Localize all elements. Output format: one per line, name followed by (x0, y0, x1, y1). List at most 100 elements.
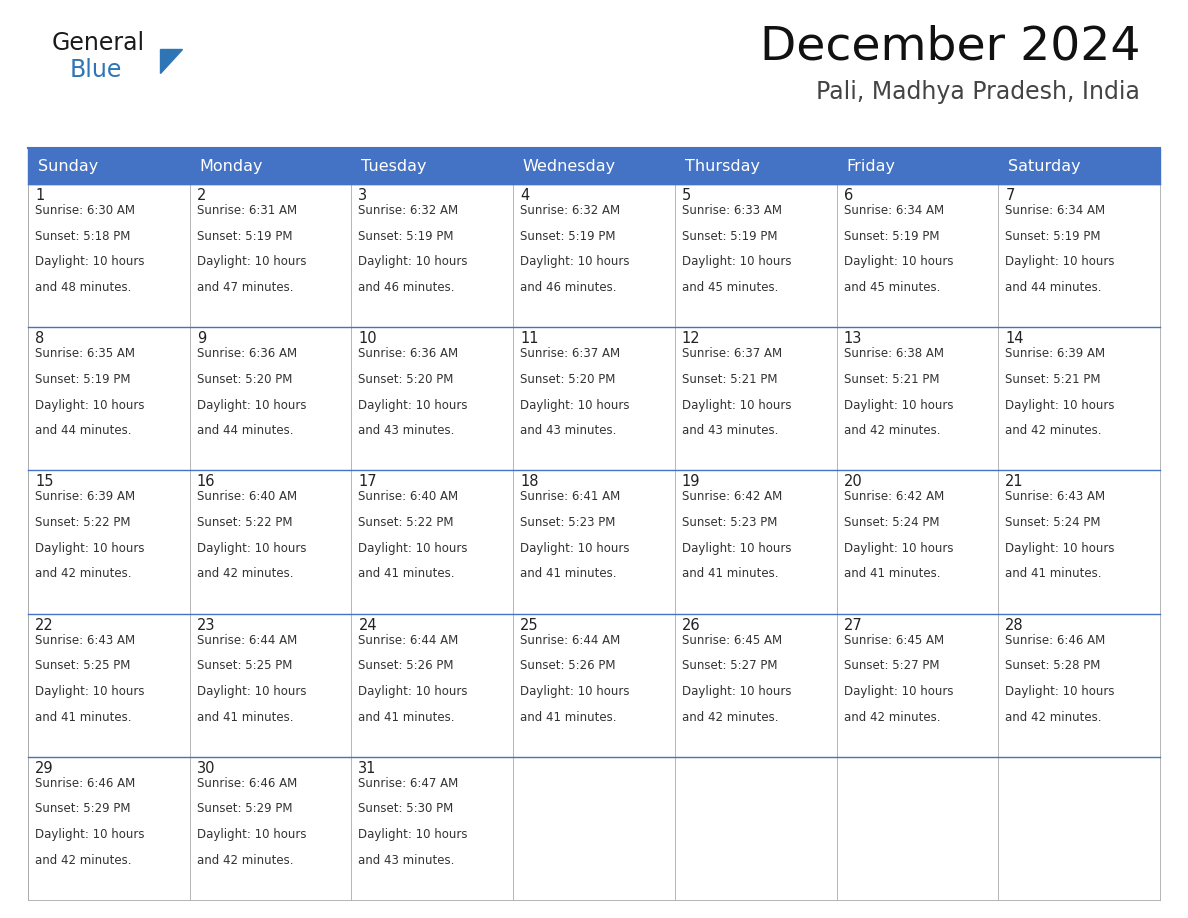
Text: 4: 4 (520, 188, 530, 203)
Text: and 42 minutes.: and 42 minutes. (1005, 711, 1101, 723)
Text: and 43 minutes.: and 43 minutes. (682, 424, 778, 437)
Text: and 42 minutes.: and 42 minutes. (1005, 424, 1101, 437)
Text: and 41 minutes.: and 41 minutes. (197, 711, 293, 723)
Bar (190, 148, 352, 184)
Text: Sunset: 5:29 PM: Sunset: 5:29 PM (34, 802, 131, 815)
Text: Sunrise: 6:36 AM: Sunrise: 6:36 AM (359, 347, 459, 360)
Text: Daylight: 10 hours: Daylight: 10 hours (197, 542, 307, 554)
Text: 22: 22 (34, 618, 53, 633)
Text: Daylight: 10 hours: Daylight: 10 hours (359, 828, 468, 841)
Text: Daylight: 10 hours: Daylight: 10 hours (359, 685, 468, 698)
Text: Sunrise: 6:34 AM: Sunrise: 6:34 AM (843, 204, 943, 217)
Text: Sunset: 5:27 PM: Sunset: 5:27 PM (843, 659, 939, 672)
Bar (29, 148, 190, 184)
Text: and 41 minutes.: and 41 minutes. (520, 711, 617, 723)
Text: and 42 minutes.: and 42 minutes. (197, 854, 293, 867)
Text: Sunrise: 6:37 AM: Sunrise: 6:37 AM (520, 347, 620, 360)
Text: Sunrise: 6:33 AM: Sunrise: 6:33 AM (682, 204, 782, 217)
Text: and 46 minutes.: and 46 minutes. (520, 281, 617, 294)
Text: Sunset: 5:20 PM: Sunset: 5:20 PM (520, 373, 615, 386)
Text: 2: 2 (197, 188, 206, 203)
Text: Sunset: 5:22 PM: Sunset: 5:22 PM (34, 516, 131, 529)
Text: 3: 3 (359, 188, 367, 203)
Text: Daylight: 10 hours: Daylight: 10 hours (1005, 542, 1114, 554)
Text: Sunrise: 6:44 AM: Sunrise: 6:44 AM (197, 633, 297, 646)
Text: Sunset: 5:19 PM: Sunset: 5:19 PM (359, 230, 454, 242)
Text: Daylight: 10 hours: Daylight: 10 hours (359, 542, 468, 554)
Text: Sunset: 5:19 PM: Sunset: 5:19 PM (1005, 230, 1101, 242)
Text: and 42 minutes.: and 42 minutes. (34, 854, 132, 867)
Text: Sunset: 5:22 PM: Sunset: 5:22 PM (359, 516, 454, 529)
Text: Sunrise: 6:32 AM: Sunrise: 6:32 AM (520, 204, 620, 217)
Text: and 41 minutes.: and 41 minutes. (520, 567, 617, 580)
Text: Sunrise: 6:32 AM: Sunrise: 6:32 AM (359, 204, 459, 217)
Text: and 44 minutes.: and 44 minutes. (197, 424, 293, 437)
Text: Sunrise: 6:34 AM: Sunrise: 6:34 AM (1005, 204, 1105, 217)
Text: Sunset: 5:21 PM: Sunset: 5:21 PM (1005, 373, 1101, 386)
Text: Daylight: 10 hours: Daylight: 10 hours (1005, 398, 1114, 411)
Text: Daylight: 10 hours: Daylight: 10 hours (843, 398, 953, 411)
Text: Sunrise: 6:44 AM: Sunrise: 6:44 AM (359, 633, 459, 646)
Bar (29, 148, 1159, 184)
Text: Daylight: 10 hours: Daylight: 10 hours (682, 685, 791, 698)
Text: and 41 minutes.: and 41 minutes. (359, 711, 455, 723)
Text: and 41 minutes.: and 41 minutes. (1005, 567, 1101, 580)
Text: Sunrise: 6:35 AM: Sunrise: 6:35 AM (34, 347, 135, 360)
Text: and 44 minutes.: and 44 minutes. (34, 424, 132, 437)
Text: Daylight: 10 hours: Daylight: 10 hours (34, 398, 145, 411)
Text: and 41 minutes.: and 41 minutes. (359, 567, 455, 580)
Text: Sunrise: 6:43 AM: Sunrise: 6:43 AM (1005, 490, 1105, 503)
Text: 6: 6 (843, 188, 853, 203)
Text: 13: 13 (843, 331, 862, 346)
Text: Sunset: 5:19 PM: Sunset: 5:19 PM (843, 230, 939, 242)
Text: General: General (52, 31, 145, 55)
Text: Daylight: 10 hours: Daylight: 10 hours (520, 685, 630, 698)
Text: Sunrise: 6:43 AM: Sunrise: 6:43 AM (34, 633, 135, 646)
Text: Daylight: 10 hours: Daylight: 10 hours (1005, 685, 1114, 698)
Text: Sunset: 5:25 PM: Sunset: 5:25 PM (197, 659, 292, 672)
Text: Daylight: 10 hours: Daylight: 10 hours (520, 255, 630, 268)
Text: Sunset: 5:25 PM: Sunset: 5:25 PM (34, 659, 131, 672)
Text: Sunset: 5:19 PM: Sunset: 5:19 PM (682, 230, 777, 242)
Text: Sunrise: 6:30 AM: Sunrise: 6:30 AM (34, 204, 135, 217)
Text: 12: 12 (682, 331, 701, 346)
Text: Daylight: 10 hours: Daylight: 10 hours (682, 542, 791, 554)
Text: Sunrise: 6:36 AM: Sunrise: 6:36 AM (197, 347, 297, 360)
Text: and 42 minutes.: and 42 minutes. (34, 567, 132, 580)
Text: Saturday: Saturday (1007, 159, 1081, 174)
Text: and 45 minutes.: and 45 minutes. (843, 281, 940, 294)
Text: 7: 7 (1005, 188, 1015, 203)
Text: and 48 minutes.: and 48 minutes. (34, 281, 132, 294)
Text: 18: 18 (520, 475, 538, 489)
Text: and 42 minutes.: and 42 minutes. (843, 711, 940, 723)
Text: Sunset: 5:19 PM: Sunset: 5:19 PM (34, 373, 131, 386)
Text: Daylight: 10 hours: Daylight: 10 hours (197, 398, 307, 411)
Text: Wednesday: Wednesday (523, 159, 615, 174)
Text: Sunset: 5:21 PM: Sunset: 5:21 PM (843, 373, 939, 386)
Text: 26: 26 (682, 618, 701, 633)
Text: Sunset: 5:24 PM: Sunset: 5:24 PM (843, 516, 939, 529)
Text: Sunset: 5:26 PM: Sunset: 5:26 PM (520, 659, 615, 672)
Text: Sunrise: 6:44 AM: Sunrise: 6:44 AM (520, 633, 620, 646)
Text: Blue: Blue (70, 58, 122, 82)
Text: 5: 5 (682, 188, 691, 203)
Text: Daylight: 10 hours: Daylight: 10 hours (34, 828, 145, 841)
Text: and 43 minutes.: and 43 minutes. (359, 854, 455, 867)
Text: Sunset: 5:23 PM: Sunset: 5:23 PM (520, 516, 615, 529)
Text: Sunrise: 6:42 AM: Sunrise: 6:42 AM (843, 490, 943, 503)
Text: Sunset: 5:21 PM: Sunset: 5:21 PM (682, 373, 777, 386)
Text: Sunset: 5:20 PM: Sunset: 5:20 PM (197, 373, 292, 386)
Text: Thursday: Thursday (684, 159, 759, 174)
Text: Sunset: 5:26 PM: Sunset: 5:26 PM (359, 659, 454, 672)
Text: 21: 21 (1005, 475, 1024, 489)
Bar (836, 148, 998, 184)
Text: Daylight: 10 hours: Daylight: 10 hours (1005, 255, 1114, 268)
Text: 8: 8 (34, 331, 44, 346)
Text: Sunrise: 6:46 AM: Sunrise: 6:46 AM (1005, 633, 1106, 646)
Text: Friday: Friday (846, 159, 896, 174)
Text: and 41 minutes.: and 41 minutes. (843, 567, 940, 580)
Text: 17: 17 (359, 475, 377, 489)
Text: 16: 16 (197, 475, 215, 489)
Bar (675, 148, 836, 184)
Text: Daylight: 10 hours: Daylight: 10 hours (843, 255, 953, 268)
